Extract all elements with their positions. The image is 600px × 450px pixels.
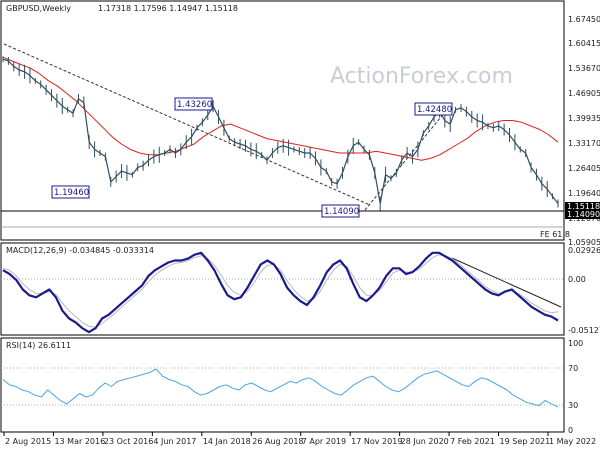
price-symbol-label: GBPUSD,Weekly — [6, 4, 71, 13]
last-price-tag — [565, 202, 600, 211]
x-tick-label: 28 Jun 2020 — [401, 437, 449, 446]
rsi-y-tick: 70 — [568, 364, 578, 373]
macd-trendline — [451, 257, 562, 308]
price-y-tick: 1.53670 — [568, 64, 600, 73]
x-tick-label: 14 Jan 2018 — [203, 437, 251, 446]
x-tick-label: 7 Apr 2019 — [302, 437, 346, 446]
rsi-y-tick: 0 — [568, 426, 573, 435]
annotation-low-2016: 1.19460 — [54, 188, 89, 198]
x-tick-label: 1 May 2022 — [549, 437, 596, 446]
moving-average-line — [2, 56, 559, 161]
annotation-box — [321, 204, 360, 218]
annotation-high-2018: 1.43260 — [177, 100, 212, 110]
rsi-y-tick: 30 — [568, 401, 578, 410]
price-y-tick: 1.60415 — [568, 39, 600, 48]
macd-y-tick: -0.051279 — [568, 326, 600, 335]
x-tick-label: 19 Sep 2021 — [500, 437, 551, 446]
x-tick-label: 7 Feb 2021 — [450, 437, 495, 446]
support-price-tag — [565, 210, 600, 219]
macd-panel-frame — [0, 242, 565, 336]
price-ma-series — [2, 56, 559, 161]
macd-line — [2, 251, 559, 334]
price-series — [2, 56, 559, 211]
last-price-tag-text: 1.15118 — [567, 202, 600, 211]
price-y-tick: 1.05905 — [568, 238, 600, 247]
macd-title: MACD(12,26,9) -0.034845 -0.033314 — [6, 246, 154, 255]
price-y-tick: 1.33170 — [568, 139, 600, 148]
price-y-tick: 1.39935 — [568, 114, 600, 123]
rsi-y-tick: 100 — [568, 339, 583, 348]
price-line — [2, 58, 559, 205]
x-tick-label: 2 Aug 2015 — [5, 437, 51, 446]
price-ohlc-label: 1.17318 1.17596 1.14947 1.15118 — [98, 4, 238, 13]
watermark: ActionForex.com — [330, 64, 513, 89]
rsi-series — [2, 368, 559, 408]
annotation-high-2021: 1.42480 — [417, 105, 452, 115]
annotation-box — [174, 97, 213, 111]
annotation-low-2020: 1.14090 — [324, 207, 359, 217]
x-tick-label: 4 Jun 2017 — [153, 437, 196, 446]
rsi-title: RSI(14) 26.6111 — [6, 341, 71, 350]
annotation-box — [51, 185, 90, 199]
support-price-tag-text: 1.14090 — [567, 210, 600, 219]
x-tick-label: 23 Oct 2016 — [104, 437, 153, 446]
macd-y-tick: 0.00 — [568, 275, 586, 284]
price-y-tick: 1.67450 — [568, 15, 600, 24]
rsi-line — [2, 368, 559, 408]
x-tick-label: 17 Nov 2019 — [351, 437, 402, 446]
macd-main-series — [2, 251, 559, 334]
fib-label: FE 61.8 — [540, 230, 570, 239]
x-tick-label: 26 Aug 2018 — [252, 437, 303, 446]
annotation-box — [414, 102, 453, 116]
price-y-tick: 1.19640 — [568, 189, 600, 198]
macd-y-tick: 0.029261 — [568, 246, 600, 255]
price-y-tick: 1.46905 — [568, 89, 600, 98]
trendline-down — [3, 43, 371, 206]
price-panel-frame — [0, 0, 565, 241]
price-y-tick: 1.26405 — [568, 164, 600, 173]
x-tick-label: 13 Mar 2016 — [54, 437, 105, 446]
